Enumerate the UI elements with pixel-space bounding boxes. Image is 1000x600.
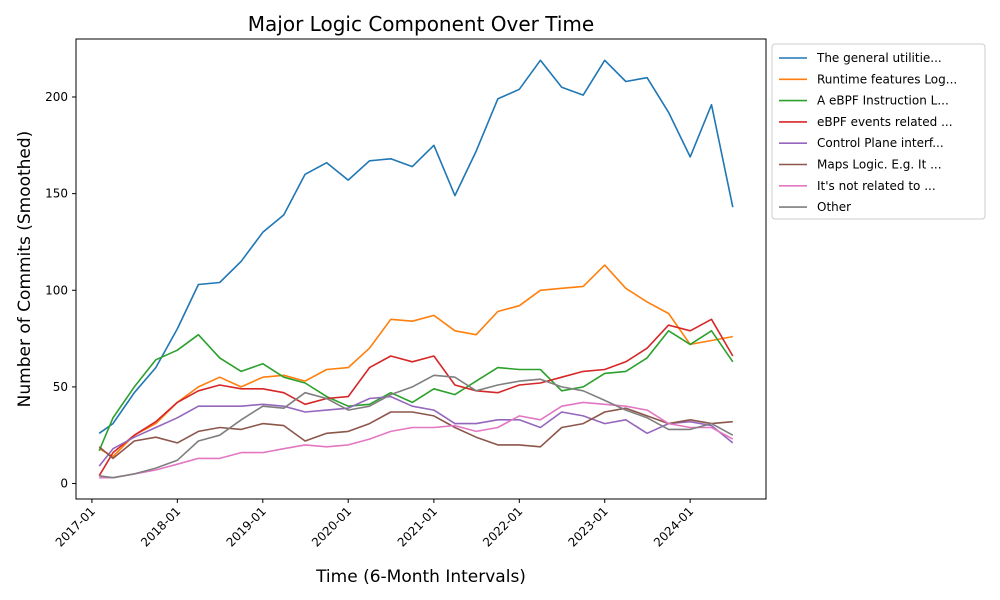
series-line-6 xyxy=(98,407,733,460)
plot-area xyxy=(75,38,767,500)
legend-box xyxy=(771,43,986,220)
series-line-7 xyxy=(99,401,734,479)
legend-entry: The general utilitie... xyxy=(816,51,942,65)
series-line-4 xyxy=(98,318,734,477)
legend-entry: Maps Logic. E.g. It ... xyxy=(817,158,942,172)
legend-entry: Control Plane interf... xyxy=(817,136,944,150)
legend: The general utilitie... Runtime features … xyxy=(771,43,986,220)
legend-entry: A eBPF Instruction L... xyxy=(817,94,949,108)
series-line-2 xyxy=(98,264,733,458)
chart-title: Major Logic Component Over Time xyxy=(248,12,594,36)
y-tick-label: 0 xyxy=(60,477,68,491)
y-tick-label: 50 xyxy=(53,380,68,394)
legend-entry: It's not related to ... xyxy=(817,179,936,193)
y-tick-label: 150 xyxy=(45,187,68,201)
series-line-5 xyxy=(98,395,734,467)
series-line-1 xyxy=(98,59,734,434)
series-line-3 xyxy=(98,329,734,452)
y-axis-label: Number of Commits (Smoothed) xyxy=(15,131,35,408)
series-lines xyxy=(98,59,734,479)
legend-entry: Other xyxy=(817,200,851,214)
y-tick-label: 100 xyxy=(45,283,68,297)
y-tick-label: 200 xyxy=(45,90,68,104)
legend-entry: Runtime features Log... xyxy=(817,72,957,86)
series-line-8 xyxy=(99,374,734,479)
legend-entry: eBPF events related ... xyxy=(817,115,953,129)
y-axis-ticks: 0 50 100 150 200 xyxy=(45,90,76,491)
x-axis-label: Time (6-Month Intervals) xyxy=(315,567,526,587)
